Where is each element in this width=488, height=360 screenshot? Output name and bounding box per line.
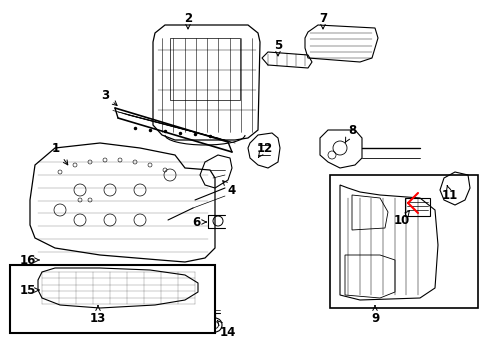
Bar	[329, 175, 477, 308]
Text: 3: 3	[101, 89, 117, 105]
Text: 14: 14	[217, 320, 236, 338]
Text: 2: 2	[183, 12, 192, 29]
Text: 10: 10	[393, 211, 409, 226]
Text: 13: 13	[90, 306, 106, 324]
Text: 6: 6	[191, 216, 206, 229]
Text: 5: 5	[273, 39, 282, 56]
Text: 16: 16	[20, 253, 39, 266]
Text: 9: 9	[370, 306, 378, 324]
Text: 11: 11	[441, 186, 457, 202]
Text: 15: 15	[20, 284, 39, 297]
Text: 7: 7	[318, 12, 326, 29]
Text: 1: 1	[52, 141, 68, 165]
Text: 12: 12	[256, 141, 273, 157]
Bar	[10, 265, 215, 333]
Bar	[404, 198, 429, 216]
Text: 8: 8	[345, 123, 355, 142]
Text: 4: 4	[222, 181, 236, 197]
